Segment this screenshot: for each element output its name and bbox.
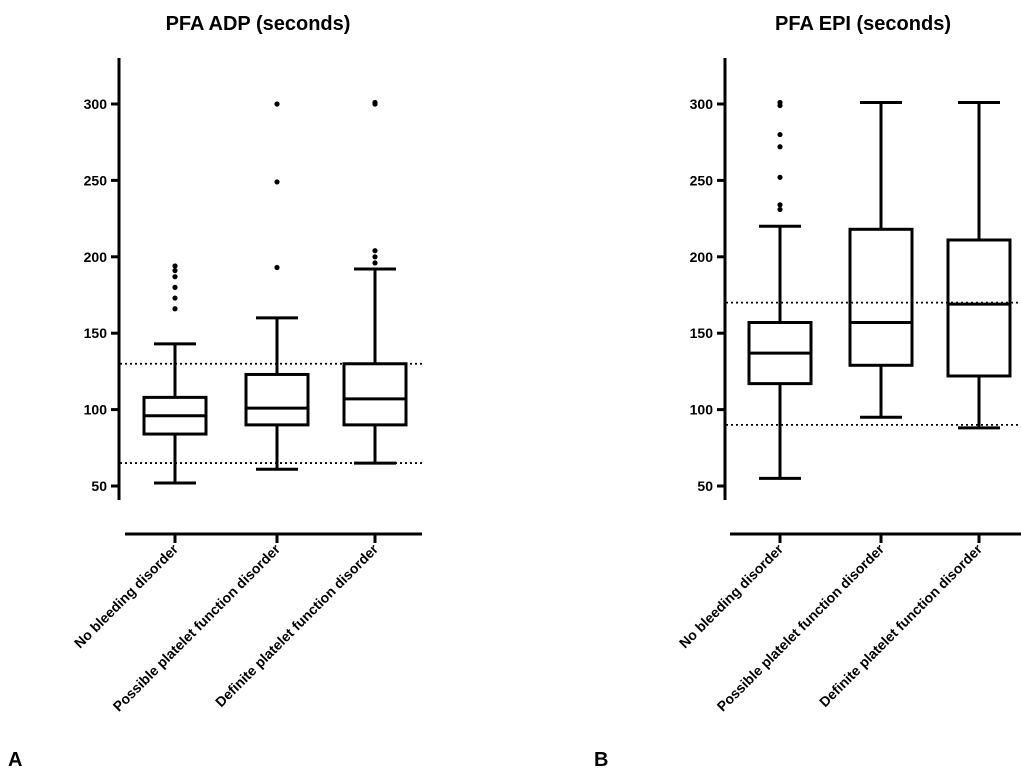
outlier-point <box>777 144 783 150</box>
y-tick-label: 50 <box>697 478 713 494</box>
y-tick-label: 150 <box>84 325 108 341</box>
outlier-point <box>172 306 178 312</box>
outlier-point <box>777 174 783 180</box>
outlier-point <box>172 263 178 269</box>
category-label: Possible platelet function disorder <box>714 540 888 714</box>
category-label: No bleeding disorder <box>676 540 787 651</box>
outlier-point <box>172 284 178 290</box>
y-tick-label: 150 <box>690 325 714 341</box>
outlier-point <box>372 248 378 254</box>
box-plot-1 <box>747 99 813 480</box>
outlier-point <box>777 202 783 208</box>
y-tick-label: 100 <box>84 402 108 418</box>
box-plot-3 <box>342 99 408 465</box>
iqr-box <box>848 227 914 367</box>
box-plot-1 <box>142 263 208 485</box>
outlier-point <box>777 131 783 138</box>
outlier-point <box>274 179 280 185</box>
outlier-point <box>172 295 178 301</box>
outlier-point <box>372 260 378 266</box>
panel-label: A <box>8 749 22 770</box>
outlier-point <box>274 264 280 271</box>
chart-title: PFA ADP (seconds) <box>166 13 351 35</box>
category-label: Definite platelet function disorder <box>816 540 986 710</box>
y-tick-label: 300 <box>84 96 108 112</box>
y-tick-label: 300 <box>690 96 714 112</box>
panel-a: PFA ADP (seconds) A 50 100 150 200 250 300 No bl… <box>8 13 424 770</box>
chart-title: PFA EPI (seconds) <box>775 13 951 35</box>
outlier-point <box>372 254 378 260</box>
y-tick-label: 50 <box>91 478 107 494</box>
outlier-point <box>777 99 783 106</box>
y-tick-label: 250 <box>84 172 108 188</box>
iqr-box <box>946 238 1012 378</box>
iqr-box <box>342 362 408 427</box>
outlier-point <box>274 101 280 107</box>
y-tick-label: 100 <box>690 402 714 418</box>
y-tick-label: 200 <box>84 249 108 265</box>
panel-b: PFA EPI (seconds) B 50 100 150 200 250 300 No bl… <box>594 13 1021 770</box>
iqr-box <box>244 372 310 427</box>
panel-label: B <box>594 749 608 770</box>
box-plot-2 <box>848 100 914 419</box>
category-label: Possible platelet function disorder <box>110 540 284 714</box>
y-tick-label: 200 <box>690 249 714 265</box>
category-label: No bleeding disorder <box>71 540 182 651</box>
box-plot-2 <box>244 101 310 471</box>
outlier-point <box>172 274 178 280</box>
y-tick-label: 250 <box>690 172 714 188</box>
box-plot-3 <box>946 100 1012 430</box>
category-label: Definite platelet function disorder <box>212 540 382 710</box>
outlier-point <box>172 267 178 274</box>
outlier-point <box>777 206 783 213</box>
outlier-point <box>372 99 378 106</box>
